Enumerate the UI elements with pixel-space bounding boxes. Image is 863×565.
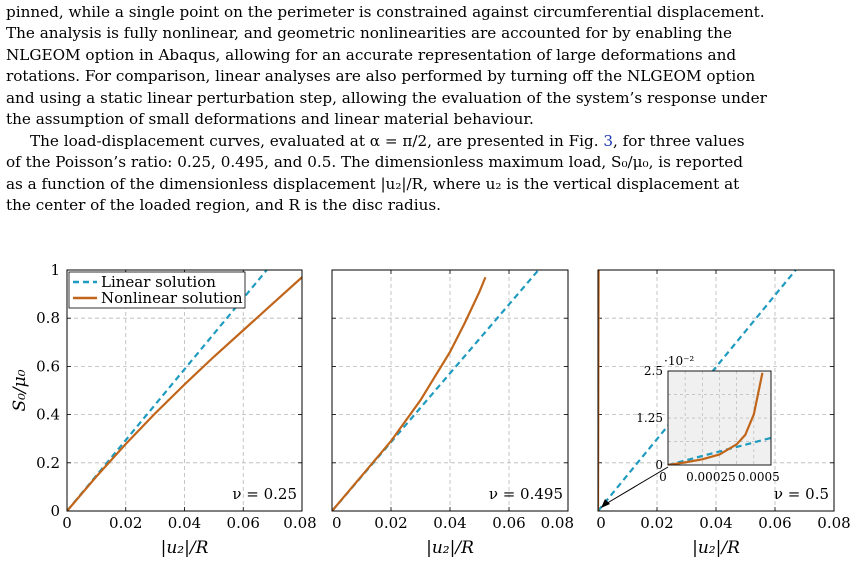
x-tick-label: 0 (332, 514, 342, 532)
text-line: pinned, while a single point on the peri… (6, 3, 765, 21)
text-line: as a function of the dimensionless displ… (6, 174, 740, 193)
x-tick-label: 0.04 (699, 514, 732, 532)
text-segment: The load-displacement curves, evaluated … (30, 132, 604, 150)
x-tick-label: 0.02 (374, 514, 407, 532)
x-tick-label: 0.04 (433, 514, 466, 532)
inset-y-tick-label: 2.5 (644, 364, 663, 378)
inset-frame (667, 370, 772, 466)
chart-panel-left: 0 0.02 0.04 0.06 0.08 |u₂|/R 0 0.2 0.4 0.6 0.8 1 S₀/… (10, 261, 317, 558)
y-axis-label: S₀/μ₀ (10, 369, 30, 411)
plot-frame (597, 269, 835, 512)
chart-panel-middle: 0 0.02 0.04 0.06 0.08 |u₂|/R ν = 0.495 (331, 269, 574, 558)
series-line (67, 276, 302, 511)
series-line (332, 276, 487, 511)
x-axis-label: |u₂|/R (426, 538, 474, 558)
x-tick-label: 0.06 (758, 514, 791, 532)
text-line: the center of the loaded region, and R i… (6, 196, 442, 215)
paragraph-2: The load-displacement curves, evaluated … (6, 131, 856, 217)
text-line: The analysis is fully nonlinear, and geo… (6, 24, 732, 43)
text-line: and using a static linear perturbation s… (6, 88, 767, 107)
inset-pointer-arrow (603, 466, 669, 506)
plot-frame (66, 269, 303, 512)
x-tick-label: 0.02 (640, 514, 673, 532)
text-line: NLGEOM option in Abaqus, allowing for an… (6, 45, 737, 64)
x-tick-label: 0.08 (541, 514, 574, 532)
x-axis-label: |u₂|/R (161, 538, 209, 558)
text-line: of the Poisson’s ratio: 0.25, 0.495, and… (6, 153, 743, 172)
legend-label: Nonlinear solution (101, 289, 243, 307)
nu-annotation: ν = 0.5 (774, 485, 829, 503)
inset-plot: 0 1.25 2.5 0 0.00025 0.0005 ·10⁻² (601, 354, 780, 508)
inset-scale-label: ·10⁻² (664, 354, 694, 368)
y-tick-label: 1 (50, 261, 60, 279)
y-tick-label: 0.4 (36, 406, 60, 424)
plot-frame (331, 269, 569, 512)
inset-y-tick-label: 0 (655, 458, 663, 472)
x-tick-label: 0.06 (492, 514, 525, 532)
text-line: the assumption of small deformations and… (6, 110, 534, 129)
y-tick-label: 0.8 (36, 309, 60, 327)
x-tick-label: 0.08 (817, 514, 850, 532)
x-tick-label: 0.02 (109, 514, 142, 532)
x-axis-label: |u₂|/R (692, 538, 740, 558)
paragraph-1: pinned, while a single point on the peri… (6, 2, 856, 130)
nu-annotation: ν = 0.25 (232, 485, 297, 503)
y-tick-label: 0.2 (36, 454, 60, 472)
inset-x-tick-label: 0.0005 (738, 470, 780, 484)
y-tick-label: 0.6 (36, 357, 60, 375)
y-tick-label: 0 (50, 502, 60, 520)
x-tick-label: 0 (62, 514, 72, 532)
inset-x-tick-label: 0 (659, 470, 667, 484)
inset-x-tick-label: 0.00025 (686, 470, 736, 484)
x-tick-label: 0.06 (227, 514, 260, 532)
inset-series-line (668, 372, 764, 465)
x-tick-label: 0.04 (168, 514, 201, 532)
x-tick-label: 0.08 (283, 514, 316, 532)
legend-box (68, 271, 246, 309)
legend-label: Linear solution (101, 273, 216, 291)
text-segment: , for three values (613, 132, 745, 150)
inset-y-tick-label: 1.25 (636, 411, 663, 425)
x-tick-label: 0 (596, 514, 606, 532)
text-line: The load-displacement curves, evaluated … (6, 131, 856, 152)
arrow-head (601, 499, 610, 508)
figure-link[interactable]: 3 (603, 132, 614, 150)
nu-annotation: ν = 0.495 (489, 485, 563, 503)
chart-panel-right: 0 0.02 0.04 0.06 0.08|u₂|/Rν = 0.501.252.50 0… (596, 269, 851, 558)
text-line: rotations. For comparison, linear analys… (6, 67, 756, 86)
inset-series-line (668, 436, 771, 465)
